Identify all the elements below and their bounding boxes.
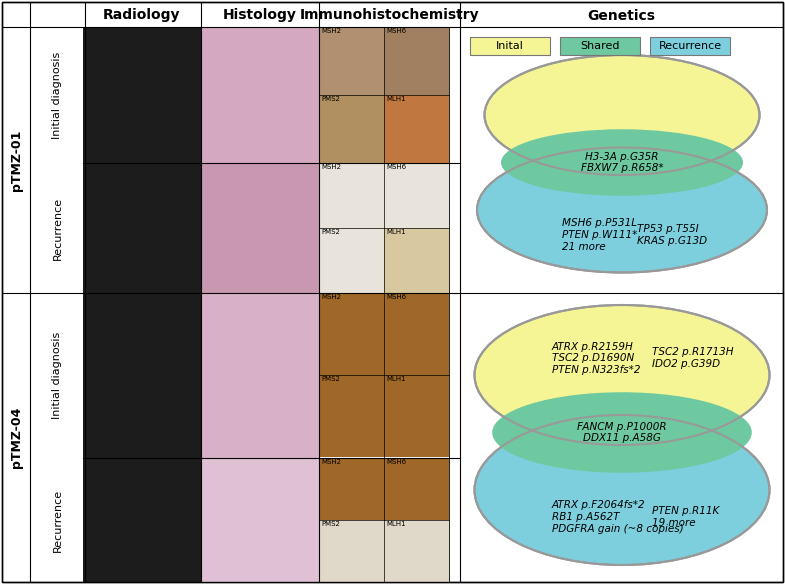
Bar xyxy=(201,163,319,293)
Text: MSH2: MSH2 xyxy=(321,164,341,170)
Text: PMS2: PMS2 xyxy=(321,96,340,102)
Text: MSH6: MSH6 xyxy=(386,164,406,170)
Text: ATRX p.R2159H
TSC2 p.D1690N
PTEN p.N323fs*2: ATRX p.R2159H TSC2 p.D1690N PTEN p.N323f… xyxy=(552,342,641,375)
Bar xyxy=(384,375,449,457)
Text: MSH6: MSH6 xyxy=(386,28,406,34)
Text: PMS2: PMS2 xyxy=(321,229,340,235)
Bar xyxy=(384,458,449,520)
Text: MSH2: MSH2 xyxy=(321,459,341,465)
Text: Recurrence: Recurrence xyxy=(53,196,63,259)
Bar xyxy=(384,27,449,95)
Text: Initial diagnosis: Initial diagnosis xyxy=(53,51,63,138)
Bar xyxy=(319,163,449,293)
Text: PTEN p.R11K
19 more: PTEN p.R11K 19 more xyxy=(652,506,719,528)
Bar xyxy=(83,293,201,458)
Bar xyxy=(201,27,319,163)
Text: MSH6: MSH6 xyxy=(386,294,406,300)
Bar xyxy=(384,163,449,228)
Bar xyxy=(384,293,449,375)
Text: MSH2: MSH2 xyxy=(321,294,341,300)
Text: Recurrence: Recurrence xyxy=(659,41,721,51)
Bar xyxy=(319,375,384,457)
Bar xyxy=(319,27,384,95)
Bar xyxy=(319,293,384,375)
Bar xyxy=(201,458,319,582)
Ellipse shape xyxy=(501,129,743,196)
Bar xyxy=(83,458,201,582)
Text: Inital: Inital xyxy=(496,41,524,51)
Text: Histology: Histology xyxy=(223,9,297,23)
Text: MSH6: MSH6 xyxy=(386,459,406,465)
Bar xyxy=(319,520,384,582)
Bar xyxy=(384,228,449,293)
Text: MSH2: MSH2 xyxy=(321,28,341,34)
Ellipse shape xyxy=(474,415,769,565)
FancyBboxPatch shape xyxy=(650,37,730,55)
Text: ATRX p.F2064fs*2
RB1 p.A562T
PDGFRA gain (~8 copies): ATRX p.F2064fs*2 RB1 p.A562T PDGFRA gain… xyxy=(552,500,684,534)
Text: Radiology: Radiology xyxy=(104,9,181,23)
Text: PMS2: PMS2 xyxy=(321,521,340,527)
Ellipse shape xyxy=(474,305,769,445)
Bar xyxy=(83,27,201,163)
Bar xyxy=(319,95,384,163)
FancyBboxPatch shape xyxy=(470,37,550,55)
Text: TSC2 p.R1713H
IDO2 p.G39D: TSC2 p.R1713H IDO2 p.G39D xyxy=(652,347,733,369)
Bar xyxy=(83,163,201,293)
Text: Shared: Shared xyxy=(580,41,619,51)
Text: Genetics: Genetics xyxy=(587,9,655,23)
Bar xyxy=(319,458,384,520)
Text: FANCM p.P1000R
DDX11 p.A58G: FANCM p.P1000R DDX11 p.A58G xyxy=(577,422,666,443)
Bar xyxy=(319,228,384,293)
Text: MSH6 p.P531L
PTEN p.W111*
21 more: MSH6 p.P531L PTEN p.W111* 21 more xyxy=(562,218,637,252)
Text: MLH1: MLH1 xyxy=(386,376,406,382)
Ellipse shape xyxy=(492,392,752,473)
Text: MLH1: MLH1 xyxy=(386,96,406,102)
Text: pTMZ-04: pTMZ-04 xyxy=(9,407,23,468)
Bar xyxy=(201,293,319,458)
Bar xyxy=(319,27,449,163)
Text: TP53 p.T55I
KRAS p.G13D: TP53 p.T55I KRAS p.G13D xyxy=(637,224,707,246)
Text: H3-3A p.G35R
FBXW7 p.R658*: H3-3A p.G35R FBXW7 p.R658* xyxy=(581,152,663,173)
Bar xyxy=(319,163,384,228)
Text: PMS2: PMS2 xyxy=(321,376,340,382)
Text: Recurrence: Recurrence xyxy=(53,488,63,551)
Text: Initial diagnosis: Initial diagnosis xyxy=(53,332,63,419)
Bar xyxy=(384,95,449,163)
Text: Immunohistochemistry: Immunohistochemistry xyxy=(300,9,480,23)
FancyBboxPatch shape xyxy=(560,37,640,55)
Text: pTMZ-01: pTMZ-01 xyxy=(9,129,23,191)
Text: MLH1: MLH1 xyxy=(386,521,406,527)
Text: MLH1: MLH1 xyxy=(386,229,406,235)
Ellipse shape xyxy=(484,55,760,175)
Bar xyxy=(384,520,449,582)
Ellipse shape xyxy=(477,148,767,273)
Bar xyxy=(319,458,449,582)
Bar xyxy=(319,293,449,458)
